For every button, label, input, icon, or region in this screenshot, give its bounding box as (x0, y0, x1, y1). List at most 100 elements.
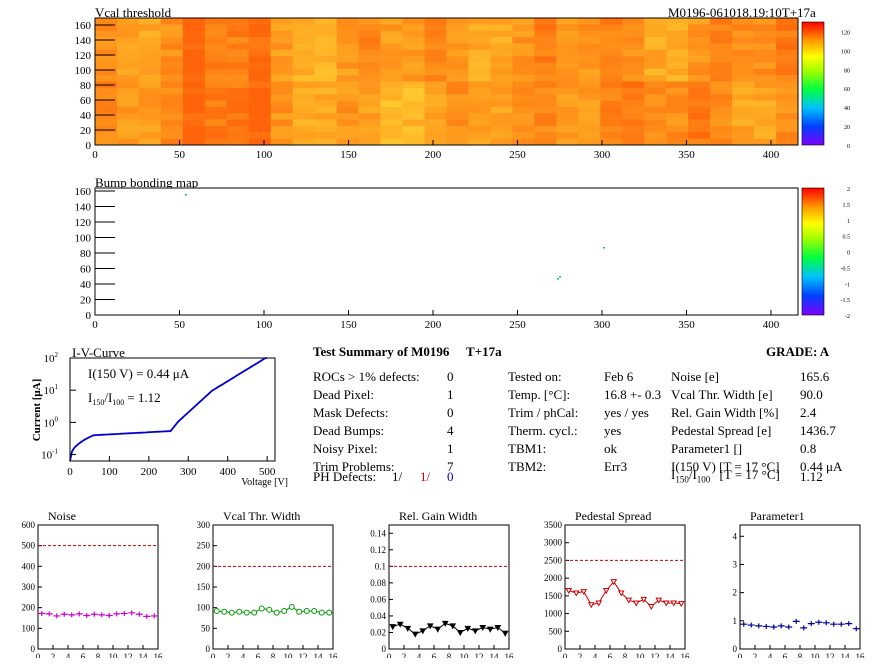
summary-mid-value: ok (604, 441, 617, 456)
roc-ytick: 100 (197, 603, 211, 613)
roc-xtick: 10 (284, 652, 294, 658)
data-point (747, 622, 755, 628)
vcal-threshold-map: 0 50 100 150 200 250 300 350 4000204060801001201… (75, 17, 850, 161)
data-point (60, 611, 68, 617)
iv-curve-line (69, 357, 268, 462)
data-point (792, 618, 800, 624)
roc-xtick: 12 (475, 652, 484, 658)
vcal-ytick: 120 (75, 50, 92, 62)
data-point (83, 613, 91, 619)
vcal-xtick: 150 (340, 149, 357, 161)
data-point (281, 607, 288, 614)
ratio-value: 1.12 (800, 469, 823, 484)
iv-xlabel: Voltage [V] (241, 477, 288, 488)
bump-xtick: 50 (174, 319, 186, 331)
data-point (486, 626, 494, 633)
roc-xtick: 4 (593, 652, 598, 658)
bump-xtick: 200 (425, 319, 442, 331)
summary-left-label: Trim Problems: (313, 459, 395, 474)
data-point (90, 611, 98, 617)
roc-xtick: 16 (505, 652, 515, 658)
data-point (580, 589, 588, 596)
ph-defects-v3: 0 (447, 469, 454, 484)
roc-ytick: 0.08 (370, 578, 386, 588)
roc-ytick: 3000 (544, 538, 563, 548)
summary-left-value: 1 (447, 441, 454, 456)
data-point (251, 609, 258, 616)
bump-ytick: 20 (80, 295, 92, 307)
roc-xtick: 0 (738, 652, 743, 658)
data-point (75, 611, 83, 617)
vcal-ytick: 80 (80, 80, 92, 92)
roc-xtick: 4 (768, 652, 773, 658)
bump-scale-tick: 1 (847, 219, 850, 225)
roc-ytick: 200 (22, 603, 36, 613)
data-point (595, 600, 603, 607)
data-point (135, 611, 143, 617)
roc-ytick: 2000 (544, 573, 563, 583)
summary-mid-value: yes (604, 423, 622, 438)
iv-xtick: 0 (67, 466, 73, 478)
summary-left-value: 0 (447, 369, 454, 384)
summary-left-value: 7 (447, 459, 454, 474)
vcal-scale-tick: 80 (844, 68, 850, 74)
data-point (434, 626, 442, 633)
summary-mid-label: Temp. [°C]: (508, 387, 571, 402)
data-point (647, 603, 655, 611)
roc-xtick: 6 (256, 652, 261, 658)
bump-hit (603, 247, 605, 249)
data-point (471, 628, 479, 635)
roc-xtick: 10 (636, 652, 646, 658)
data-point (288, 603, 295, 610)
data-point (296, 608, 303, 615)
roc-ytick: 0.04 (370, 611, 386, 621)
vcal-xtick: 350 (678, 149, 695, 161)
roc-ytick: 100 (22, 623, 36, 633)
bump-ytick: 60 (80, 264, 92, 276)
summary-right-value: 165.6 (800, 369, 830, 384)
summary-mid-value: Err3 (604, 459, 628, 474)
data-point (303, 607, 310, 614)
data-point (800, 625, 808, 631)
series-line (216, 606, 330, 614)
grade: GRADE: A (766, 344, 830, 359)
vcal-xtick: 250 (509, 149, 526, 161)
roc-xtick: 14 (139, 652, 149, 658)
data-point (128, 610, 136, 616)
data-point (456, 629, 464, 636)
data-point (565, 588, 573, 595)
bump-hit (559, 276, 561, 278)
vcal-xtick: 300 (594, 149, 611, 161)
iv-xtick: 100 (101, 466, 118, 478)
roc-xtick: 6 (783, 652, 788, 658)
data-point (852, 626, 860, 632)
bump-xtick: 100 (256, 319, 273, 331)
summary-mid-value: yes / yes (604, 405, 649, 420)
roc-chart-title: Parameter1 (750, 509, 805, 523)
data-point (807, 621, 815, 627)
roc-chart-4: Pedestal Spread 0 500 1000 1500 2000 2500 3000 3… (544, 509, 690, 658)
series-line (392, 622, 506, 635)
data-point (640, 596, 648, 603)
roc-xtick: 0 (36, 652, 41, 658)
roc-ytick: 0.14 (370, 528, 386, 538)
bump-scale-tick: -1.5 (841, 298, 851, 304)
summary-right-value: 0.44 μA (800, 459, 843, 474)
roc-xtick: 14 (314, 652, 324, 658)
iv-current-note: I(150 V) = 0.44 μA (88, 366, 190, 381)
data-point (441, 620, 449, 627)
vcal-scale-tick: 100 (841, 49, 850, 55)
summary-right-value: 0.8 (800, 441, 817, 456)
roc-ytick: 50 (201, 623, 211, 633)
roc-ytick: 0.02 (370, 627, 386, 637)
roc-ytick: 250 (197, 541, 211, 551)
summary-mid-value: Feb 6 (604, 369, 634, 384)
bump-scale-tick: 0 (847, 251, 850, 257)
data-point (625, 597, 633, 604)
roc-ytick: 0.1 (375, 561, 386, 571)
data-point (53, 613, 61, 619)
bump-hit (185, 194, 187, 196)
roc-xtick: 10 (460, 652, 470, 658)
data-point (830, 621, 838, 627)
roc-ytick: 500 (22, 541, 36, 551)
